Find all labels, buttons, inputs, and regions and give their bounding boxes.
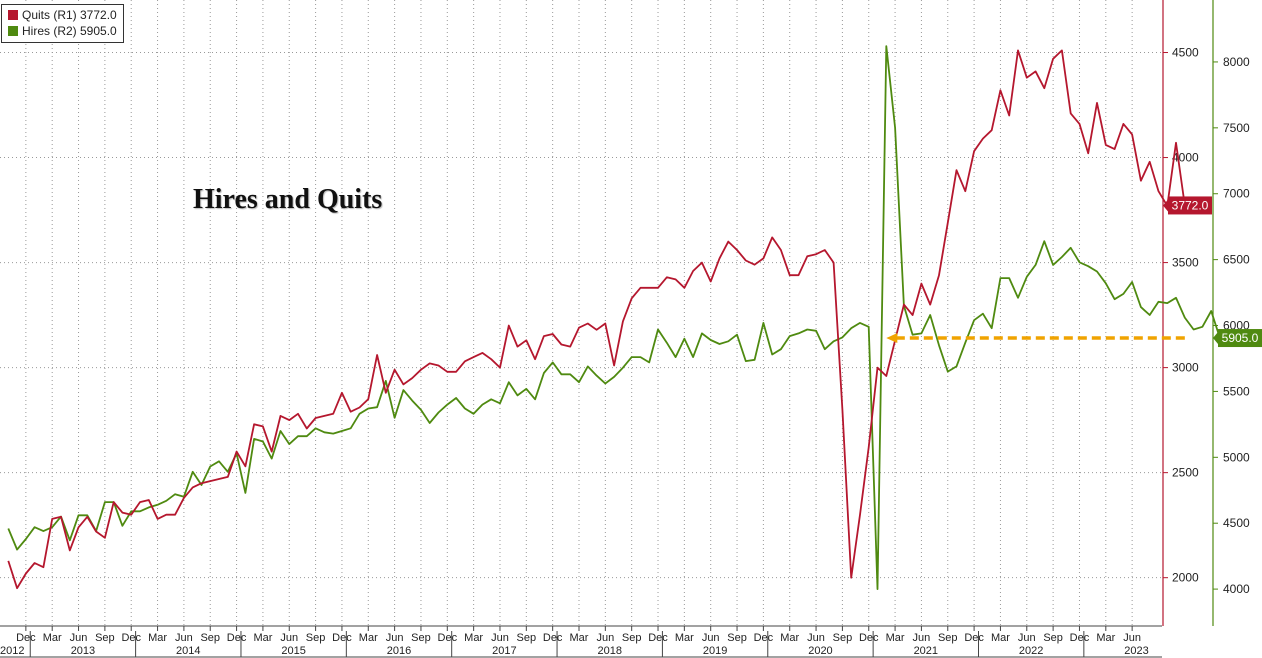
x-tick-label: Jun (386, 632, 404, 644)
x-tick-label: Dec (438, 632, 458, 644)
series-quits-line (7, 49, 1186, 590)
x-tick-label: Mar (780, 632, 799, 644)
year-labels: 2012 2013 2014 2015 2016 2017 2018 2019 2020 2021… (0, 631, 1149, 657)
quits-last-value-label: 3772.0 (1172, 198, 1209, 212)
year-label: 2018 (597, 645, 621, 657)
x-tick-label: Sep (200, 632, 220, 644)
x-tick-label: Sep (306, 632, 326, 644)
x-tick-label: Dec (543, 632, 563, 644)
x-tick-label: Mar (1096, 632, 1115, 644)
x-tick-label: Sep (622, 632, 642, 644)
x-tick-label: Sep (95, 632, 115, 644)
x-tick-label: Mar (991, 632, 1010, 644)
x-tick-label: Jun (807, 632, 825, 644)
year-label: 2015 (281, 645, 305, 657)
year-label: 2017 (492, 645, 516, 657)
r1-tick-label: 2500 (1172, 466, 1199, 480)
r1-tick-label: 3500 (1172, 256, 1199, 270)
x-tick-label: Jun (1018, 632, 1036, 644)
x-tick-label: Jun (280, 632, 298, 644)
r2-tick-label: 6500 (1223, 253, 1250, 267)
x-tick-label: Sep (1043, 632, 1063, 644)
year-label: 2020 (808, 645, 832, 657)
x-tick-label: Dec (1070, 632, 1090, 644)
r1-tick-label: 4000 (1172, 151, 1199, 165)
year-label: 2021 (914, 645, 938, 657)
x-tick-label: Dec (964, 632, 984, 644)
legend: Quits (R1) 3772.0 Hires (R2) 5905.0 (1, 4, 124, 43)
x-tick-label: Dec (227, 632, 247, 644)
x-tick-label: Dec (648, 632, 668, 644)
r1-tick-label: 2000 (1172, 571, 1199, 585)
x-tick-label: Dec (121, 632, 141, 644)
legend-item-quits: Quits (R1) 3772.0 (8, 7, 117, 23)
legend-swatch-hires (8, 26, 18, 36)
x-tick-label: Dec (332, 632, 352, 644)
x-tick-label: Mar (253, 632, 272, 644)
r1-tick-label: 4500 (1172, 46, 1199, 60)
r2-tick-label: 5500 (1223, 384, 1250, 398)
quits-last-value-bg (1168, 196, 1212, 215)
x-tick-label: Mar (43, 632, 62, 644)
hires-last-value-pointer (1213, 332, 1218, 345)
x-tick-label: Sep (938, 632, 958, 644)
hires-last-value-label: 5905.0 (1222, 331, 1259, 345)
legend-item-hires: Hires (R2) 5905.0 (8, 23, 117, 39)
chart-title: Hires and Quits (193, 184, 383, 215)
x-tick-label: Mar (359, 632, 378, 644)
x-tick-label: Sep (727, 632, 747, 644)
x-tick-label: Jun (596, 632, 614, 644)
r1-tick-label: 3000 (1172, 361, 1199, 375)
gridlines (0, 0, 1162, 626)
quits-last-value-pointer (1163, 199, 1168, 212)
x-tick-label: Sep (517, 632, 537, 644)
hires-last-value-bg (1218, 329, 1262, 348)
x-tick-label: Dec (859, 632, 879, 644)
x-tick-label: Jun (702, 632, 720, 644)
legend-label-hires: Hires (R2) 5905.0 (22, 24, 117, 38)
x-tick-label: Jun (1123, 632, 1141, 644)
x-tick-label: Mar (148, 632, 167, 644)
year-label: 2023 (1124, 645, 1148, 657)
x-tick-label: Dec (16, 632, 36, 644)
x-tick-label: Sep (833, 632, 853, 644)
axis-r1-ticks: 2000 2500 3000 3500 4000 4500 (1163, 46, 1199, 585)
r2-tick-label: 6000 (1223, 319, 1250, 333)
legend-label-quits: Quits (R1) 3772.0 (22, 8, 117, 22)
r2-tick-label: 5000 (1223, 450, 1250, 464)
r2-tick-label: 4500 (1223, 516, 1250, 530)
x-tick-label: Mar (886, 632, 905, 644)
r2-tick-label: 4000 (1223, 582, 1250, 596)
x-tick-label: Sep (411, 632, 431, 644)
r2-tick-label: 7500 (1223, 121, 1250, 135)
r2-tick-label: 8000 (1223, 55, 1250, 69)
legend-swatch-quits (8, 10, 18, 20)
x-tick-label: Jun (491, 632, 509, 644)
x-tick-label: Mar (570, 632, 589, 644)
x-tick-label: Dec (754, 632, 774, 644)
year-label: 2016 (387, 645, 411, 657)
x-tick-labels: Dec Mar Jun Sep Dec Mar Jun Sep Dec Mar Jun Sep Dec M… (16, 626, 1141, 644)
year-label: 2022 (1019, 645, 1043, 657)
year-label: 2014 (176, 645, 200, 657)
series-hires-line (7, 45, 1221, 590)
x-tick-label: Jun (70, 632, 88, 644)
year-label: 2019 (703, 645, 727, 657)
year-label: 2012 (0, 645, 24, 657)
x-tick-label: Mar (675, 632, 694, 644)
r2-tick-label: 7000 (1223, 187, 1250, 201)
annotation-arrow-head (886, 333, 898, 344)
x-tick-label: Mar (464, 632, 483, 644)
x-tick-label: Jun (175, 632, 193, 644)
x-tick-label: Jun (913, 632, 931, 644)
year-label: 2013 (71, 645, 95, 657)
axis-r2-ticks: 4000 4500 5000 5500 6000 6500 7000 7500 8000 (1213, 55, 1250, 596)
